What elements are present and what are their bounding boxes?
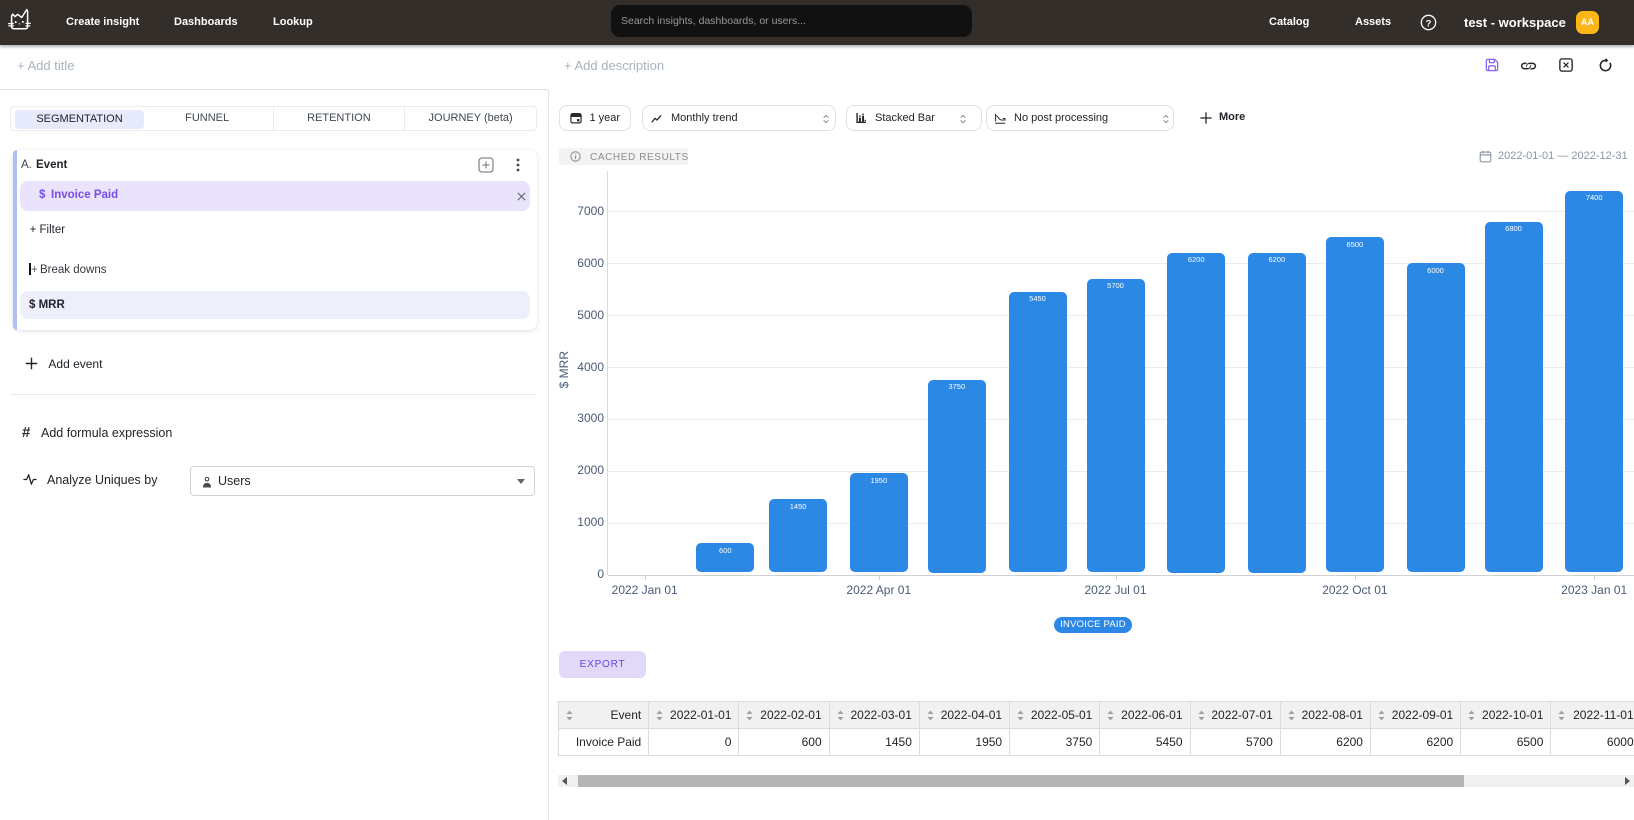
svg-text:?: ? xyxy=(1426,18,1432,29)
